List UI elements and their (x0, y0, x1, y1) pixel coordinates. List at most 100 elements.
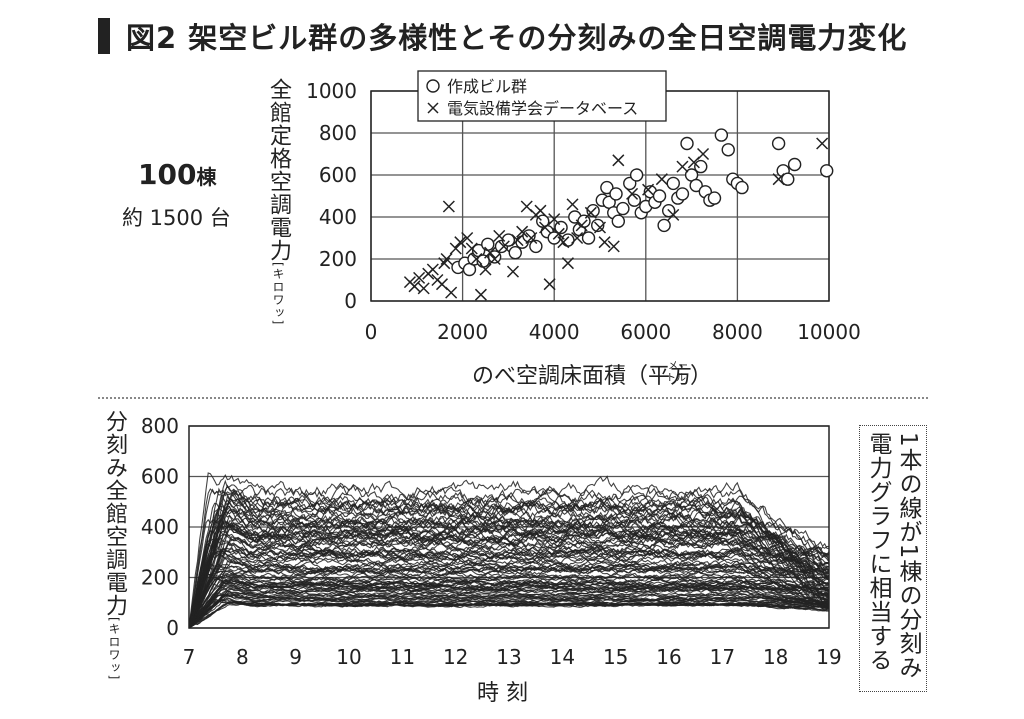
scatter-point-circle (611, 214, 626, 228)
line-plot-frame (188, 425, 830, 629)
scatter-x-tick-label: 10000 (797, 320, 861, 344)
line-x-tick-label: 16 (656, 645, 681, 669)
scatter-xlabel-unit-bottom: トル (666, 373, 686, 384)
line-x-tick-label: 14 (550, 645, 575, 669)
scatter-point-cross (454, 236, 467, 249)
scatter-point-circle (629, 168, 644, 182)
scatter-y-tick-label: 400 (319, 205, 357, 229)
line-x-tick-label: 9 (289, 645, 302, 669)
scatter-point-cross (516, 225, 529, 238)
building-trace-line (188, 512, 830, 628)
scatter-xlabel: のべ空調床面積（平方 (472, 364, 692, 389)
building-trace-line (188, 546, 830, 628)
scatter-point-circle (694, 159, 708, 174)
building-trace-line (188, 529, 830, 628)
scatter-point-cross (449, 242, 462, 255)
scatter-x-tick-label: 8000 (712, 320, 763, 344)
scatter-point-circle (666, 176, 680, 191)
scatter-point-cross (442, 200, 455, 213)
building-trace-line (188, 597, 830, 628)
scatter-point-cross (816, 137, 829, 150)
building-trace-line (188, 484, 829, 628)
line-x-tick-label: 11 (390, 645, 415, 669)
scatter-point-circle (675, 187, 690, 201)
scatter-point-cross (413, 271, 426, 284)
unit-count: 約 1500 台 (122, 206, 231, 230)
scatter-point-cross (461, 231, 474, 245)
scatter-point-cross (484, 246, 497, 259)
scatter-point-circle (707, 191, 722, 205)
line-x-tick-label: 10 (336, 645, 361, 669)
scatter-point-circle (735, 180, 749, 195)
scatter-point-cross (479, 263, 492, 276)
legend-circle-icon (426, 79, 440, 93)
building-trace-line (188, 558, 830, 628)
building-trace-line (188, 572, 830, 628)
building-trace-line (188, 573, 830, 628)
scatter-point-cross (474, 288, 487, 301)
building-trace-line (188, 502, 830, 628)
scatter-y-tick-label: 200 (319, 247, 357, 271)
line-x-tick-label: 12 (443, 645, 468, 669)
line-y-tick-label: 600 (141, 465, 179, 489)
legend-cross-icon (427, 102, 439, 114)
scatter-point-cross (667, 208, 680, 221)
scatter-point-cross (488, 252, 501, 266)
building-trace-line (188, 577, 830, 628)
scatter-y-tick-label: 0 (344, 289, 357, 313)
scatter-point-cross (561, 257, 574, 270)
scatter-point-cross (511, 234, 524, 247)
scatter-point-circle (652, 189, 667, 203)
building-trace-line (188, 594, 830, 628)
scatter-point-cross (408, 280, 421, 293)
scatter-point-circle (689, 178, 703, 193)
line-x-tick-label: 19 (816, 645, 841, 669)
scatter-point-circle (600, 180, 614, 195)
figure-title-text: 図2 架空ビル群の多様性とその分刻みの全日空調電力変化 (126, 21, 908, 55)
scatter-point-circle (529, 239, 543, 254)
scatter-point-cross (525, 231, 538, 245)
line-x-tick-label: 7 (183, 645, 196, 669)
line-y-tick-label: 400 (141, 515, 179, 539)
building-trace-line (188, 564, 830, 628)
scatter-xlabel-unit-top: メー (668, 361, 688, 372)
building-trace-line (188, 541, 830, 628)
scatter-point-cross (626, 187, 639, 200)
building-trace-line (188, 599, 830, 628)
building-trace-line (188, 490, 830, 628)
scatter-x-tick-label: 6000 (620, 320, 671, 344)
building-trace-line (188, 592, 830, 628)
building-trace-line (188, 521, 830, 628)
line-xlabel: 時 刻 (477, 681, 528, 706)
scatter-point-cross (772, 173, 785, 186)
scatter-point-cross (584, 206, 597, 219)
legend-label-generated: 作成ビル群 (447, 77, 527, 96)
building-count: 100棟 (138, 158, 238, 191)
scatter-point-cross (465, 242, 478, 255)
building-trace-line (188, 535, 830, 628)
scatter-point-circle (714, 128, 729, 142)
scatter-point-circle (554, 220, 568, 235)
scatter-point-cross (593, 221, 607, 234)
scatter-chart: 0 2000 4000 6000 8000 10000 0 200 400 600 800 1000 作… (306, 70, 861, 344)
line-y-tick-label: 0 (166, 616, 179, 640)
scatter-y-tick-label: 1000 (306, 79, 357, 103)
scatter-point-circle (508, 245, 522, 260)
scatter-point-cross (575, 219, 588, 232)
figure-title: 図2 架空ビル群の多様性とその分刻みの全日空調電力変化 (98, 14, 907, 58)
scatter-point-circle (787, 157, 802, 172)
scatter-point-circle (781, 172, 795, 186)
scatter-point-circle (481, 237, 495, 252)
line-x-tick-label: 17 (710, 645, 735, 669)
scatter-y-tick-label: 600 (319, 163, 357, 187)
line-x-tick-label: 18 (763, 645, 788, 669)
building-trace-line (188, 599, 830, 629)
scatter-ylabel: 全館定格空調電力[キロワッ] (266, 78, 291, 326)
scatter-point-cross (598, 236, 611, 249)
building-count-number: 100 (138, 158, 197, 191)
note-text: 1本の線が1棟の分刻み電力グラフに相当する (865, 432, 921, 680)
scatter-point-circle (820, 164, 834, 178)
scatter-point-cross (417, 282, 430, 295)
building-count-unit: 棟 (196, 165, 217, 189)
